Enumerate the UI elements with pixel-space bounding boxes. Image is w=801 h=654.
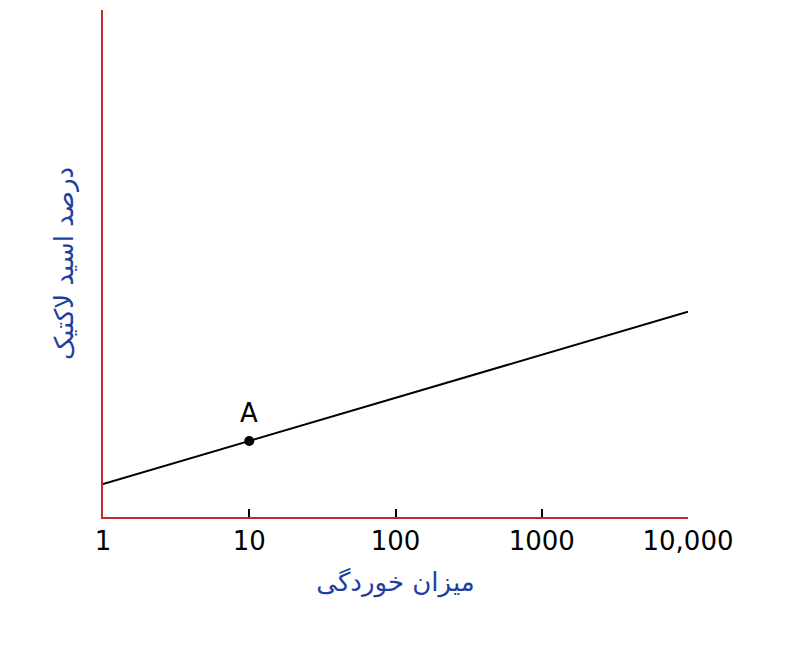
svg-text:10,000: 10,000	[643, 526, 734, 556]
svg-text:A: A	[240, 398, 258, 428]
svg-text:1000: 1000	[509, 526, 575, 556]
svg-text:10: 10	[233, 526, 266, 556]
svg-text:1: 1	[95, 526, 112, 556]
svg-text:درصد اسید لاکتیک: درصد اسید لاکتیک	[49, 167, 79, 360]
svg-text:میزان خوردگی: میزان خوردگی	[316, 567, 474, 598]
svg-text:100: 100	[371, 526, 421, 556]
